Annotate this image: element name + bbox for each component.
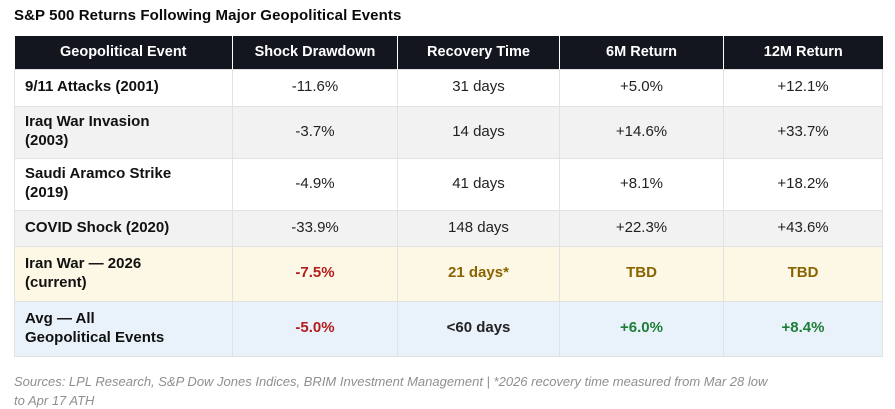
- return-6m-cell: +6.0%: [559, 300, 724, 357]
- return-12m-cell: +18.2%: [723, 157, 883, 211]
- return-6m-cell: TBD: [559, 245, 724, 302]
- event-cell: Avg — All Geopolitical Events: [14, 300, 233, 357]
- recovery-cell: 21 days*: [397, 245, 560, 302]
- return-6m-cell: +22.3%: [559, 209, 724, 247]
- return-12m-cell: +33.7%: [723, 105, 883, 159]
- recovery-cell: 31 days: [397, 68, 560, 107]
- return-12m-cell: +43.6%: [723, 209, 883, 247]
- column-header-geopolitical-event: Geopolitical Event: [14, 36, 233, 69]
- return-6m-cell: +5.0%: [559, 68, 724, 107]
- drawdown-cell: -3.7%: [232, 105, 398, 159]
- table-row-saudi-aramco: Saudi Aramco Strike (2019) -4.9% 41 days…: [14, 157, 883, 211]
- returns-table: Geopolitical Event Shock Drawdown Recove…: [14, 36, 883, 357]
- event-cell: Saudi Aramco Strike (2019): [14, 157, 233, 211]
- event-cell: Iraq War Invasion (2003): [14, 105, 233, 159]
- recovery-cell: 14 days: [397, 105, 560, 159]
- column-header-6m-return: 6M Return: [559, 36, 724, 69]
- return-12m-cell: TBD: [723, 245, 883, 302]
- recovery-cell: 148 days: [397, 209, 560, 247]
- column-header-shock-drawdown: Shock Drawdown: [232, 36, 398, 69]
- source-note: Sources: LPL Research, S&P Dow Jones Ind…: [14, 374, 768, 408]
- event-cell: Iran War — 2026 (current): [14, 245, 233, 302]
- event-cell: COVID Shock (2020): [14, 209, 233, 247]
- table-row-911-attacks: 9/11 Attacks (2001) -11.6% 31 days +5.0%…: [14, 68, 883, 107]
- header-row: Geopolitical Event Shock Drawdown Recove…: [14, 36, 883, 69]
- column-header-recovery-time: Recovery Time: [397, 36, 560, 69]
- table-row-covid-shock: COVID Shock (2020) -33.9% 148 days +22.3…: [14, 209, 883, 247]
- recovery-cell: 41 days: [397, 157, 560, 211]
- return-12m-cell: +8.4%: [723, 300, 883, 357]
- column-header-12m-return: 12M Return: [723, 36, 883, 69]
- recovery-cell: <60 days: [397, 300, 560, 357]
- return-6m-cell: +14.6%: [559, 105, 724, 159]
- return-6m-cell: +8.1%: [559, 157, 724, 211]
- drawdown-cell: -5.0%: [232, 300, 398, 357]
- drawdown-cell: -4.9%: [232, 157, 398, 211]
- table-row-iraq-war: Iraq War Invasion (2003) -3.7% 14 days +…: [14, 105, 883, 159]
- page-title: S&P 500 Returns Following Major Geopolit…: [14, 7, 402, 24]
- drawdown-cell: -11.6%: [232, 68, 398, 107]
- return-12m-cell: +12.1%: [723, 68, 883, 107]
- table-row-iran-war-current: Iran War — 2026 (current) -7.5% 21 days*…: [14, 245, 883, 302]
- table-row-average-all-events: Avg — All Geopolitical Events -5.0% <60 …: [14, 300, 883, 357]
- event-cell: 9/11 Attacks (2001): [14, 68, 233, 107]
- drawdown-cell: -33.9%: [232, 209, 398, 247]
- drawdown-cell: -7.5%: [232, 245, 398, 302]
